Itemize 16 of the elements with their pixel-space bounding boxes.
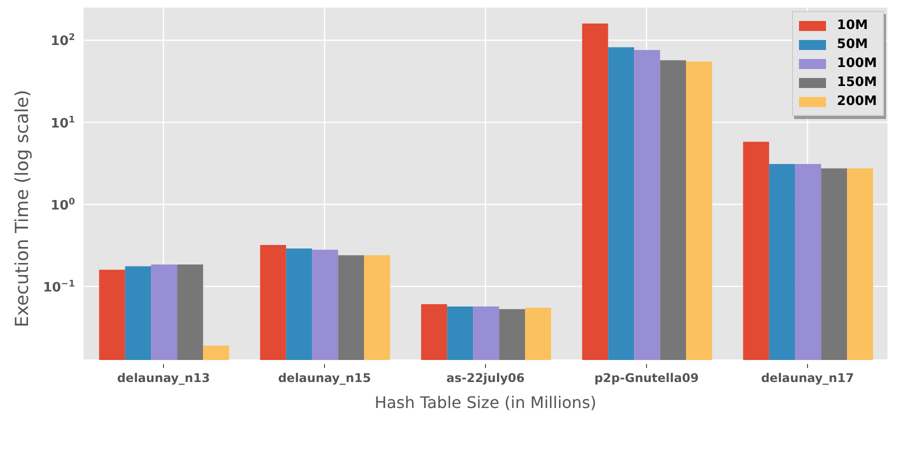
y-tick-label: 10$^{0}$ [50,197,75,214]
x-axis-title: Hash Table Size (in Millions) [374,393,596,412]
x-tick-label: p2p-Gnutella09 [594,371,699,385]
x-tick-label: delaunay_n13 [117,371,210,385]
y-tick-label: 10$^{2}$ [50,33,75,50]
legend-label: 50M [836,37,868,52]
legend-label: 200M [836,94,877,109]
legend-label: 100M [836,56,877,71]
x-tick-label: delaunay_n15 [278,371,371,385]
x-tick-label: as-22july06 [446,371,525,385]
y-axis-title: Execution Time (log scale) [12,90,33,328]
y-tick-label: 10$^{−1}$ [42,279,75,296]
legend-label: 150M [836,75,877,90]
x-tick-label: delaunay_n17 [761,371,854,385]
y-tick-label: 10$^{1}$ [50,115,75,132]
legend-label: 10M [836,18,868,33]
